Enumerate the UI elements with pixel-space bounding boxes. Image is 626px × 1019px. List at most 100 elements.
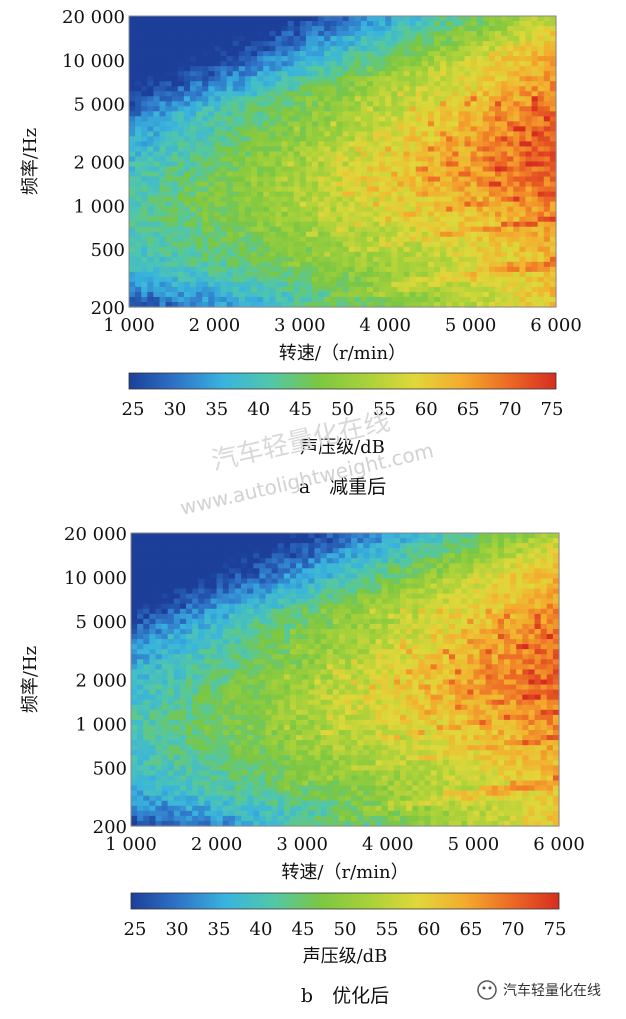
heatmap-cell: [525, 116, 533, 122]
heatmap-cell: [277, 573, 285, 580]
heatmap-cell: [415, 151, 423, 158]
heatmap-cell: [155, 563, 163, 569]
heatmap-cell: [391, 301, 398, 308]
heatmap-cell: [403, 286, 411, 293]
heatmap-cell: [129, 156, 136, 163]
heatmap-cell: [427, 86, 435, 92]
heatmap-cell: [363, 578, 371, 585]
heatmap-cell: [391, 206, 398, 213]
heatmap-cell: [421, 181, 429, 188]
heatmap-cell: [503, 533, 511, 539]
heatmap-cell: [179, 548, 187, 554]
heatmap-cell: [348, 171, 356, 178]
heatmap-cell: [430, 538, 438, 544]
heatmap-cell: [318, 136, 325, 143]
heatmap-cell: [354, 301, 362, 308]
heatmap-cell: [491, 588, 499, 595]
heatmap-cell: [293, 181, 301, 188]
heatmap-cell: [354, 46, 362, 52]
heatmap-cell: [531, 161, 539, 168]
heatmap-cell: [289, 538, 297, 544]
heatmap-cell: [177, 221, 185, 228]
heatmap-cell: [318, 241, 325, 248]
heatmap-cell: [141, 61, 148, 67]
heatmap-cell: [427, 271, 435, 278]
heatmap-cell: [287, 256, 295, 263]
heatmap-cell: [305, 16, 313, 22]
heatmap-cell: [427, 46, 435, 52]
heatmap-cell: [165, 76, 173, 82]
heatmap-cell: [293, 261, 301, 268]
heatmap-cell: [238, 266, 246, 273]
x-axis-label: 转速/（r/min）: [279, 343, 406, 364]
heatmap-cell: [190, 71, 197, 77]
heatmap-cell: [415, 216, 423, 223]
heatmap-cell: [495, 191, 502, 198]
heatmap-cell: [338, 588, 346, 595]
heatmap-cell: [345, 558, 352, 564]
heatmap-cell: [141, 21, 148, 27]
heatmap-cell: [519, 296, 527, 303]
colorbar-tick-label: 50: [331, 399, 354, 420]
heatmap-cell: [366, 221, 374, 228]
heatmap-cell: [464, 296, 472, 303]
heatmap-cell: [434, 196, 441, 203]
heatmap-cell: [241, 543, 248, 549]
heatmap-cell: [253, 543, 260, 549]
heatmap-cell: [308, 568, 316, 575]
heatmap-cell: [251, 21, 258, 27]
heatmap-cell: [275, 71, 283, 77]
heatmap-cell: [263, 221, 270, 228]
heatmap-cell: [403, 86, 411, 92]
heatmap-cell: [467, 588, 474, 595]
heatmap-cell: [159, 271, 167, 278]
heatmap-cell: [226, 101, 234, 107]
heatmap-cell: [293, 191, 301, 198]
heatmap-cell: [220, 171, 228, 178]
heatmap-cell: [147, 26, 154, 32]
heatmap-cell: [257, 31, 264, 37]
heatmap-cell: [342, 21, 350, 27]
heatmap-cell: [495, 186, 502, 193]
heatmap-cell: [214, 266, 222, 273]
heatmap-cell: [190, 281, 197, 288]
heatmap-cell: [458, 186, 466, 193]
heatmap-cell: [412, 583, 419, 590]
heatmap-cell: [391, 286, 398, 293]
heatmap-cell: [406, 588, 413, 595]
heatmap-cell: [196, 221, 203, 228]
heatmap-cell: [436, 573, 444, 580]
heatmap-cell: [397, 106, 405, 112]
heatmap-cell: [198, 593, 205, 600]
heatmap-cell: [210, 578, 218, 585]
heatmap-cell: [287, 46, 295, 52]
heatmap-cell: [196, 246, 203, 253]
heatmap-cell: [269, 266, 276, 273]
heatmap-cell: [179, 593, 187, 600]
heatmap-cell: [482, 111, 490, 117]
heatmap-cell: [534, 588, 542, 595]
heatmap-cell: [513, 286, 520, 293]
heatmap-cell: [312, 26, 319, 32]
heatmap-cell: [513, 281, 520, 288]
heatmap-cell: [183, 161, 191, 168]
heatmap-cell: [379, 96, 386, 102]
heatmap-cell: [214, 191, 222, 198]
heatmap-cell: [324, 206, 331, 213]
heatmap-cell: [289, 548, 297, 554]
heatmap-cell: [488, 291, 496, 298]
heatmap-cell: [519, 136, 527, 143]
heatmap-cell: [216, 573, 224, 580]
heatmap-cell: [238, 111, 246, 117]
heatmap-cell: [525, 76, 533, 82]
heatmap-cell: [403, 56, 411, 62]
heatmap-cell: [488, 36, 496, 42]
heatmap-cell: [501, 56, 508, 62]
heatmap-cell: [482, 56, 490, 62]
heatmap-cell: [507, 236, 514, 243]
heatmap-cell: [525, 156, 533, 163]
heatmap-cell: [434, 111, 441, 117]
heatmap-cell: [421, 251, 429, 258]
heatmap-cell: [403, 301, 411, 308]
heatmap-cell: [360, 106, 368, 112]
